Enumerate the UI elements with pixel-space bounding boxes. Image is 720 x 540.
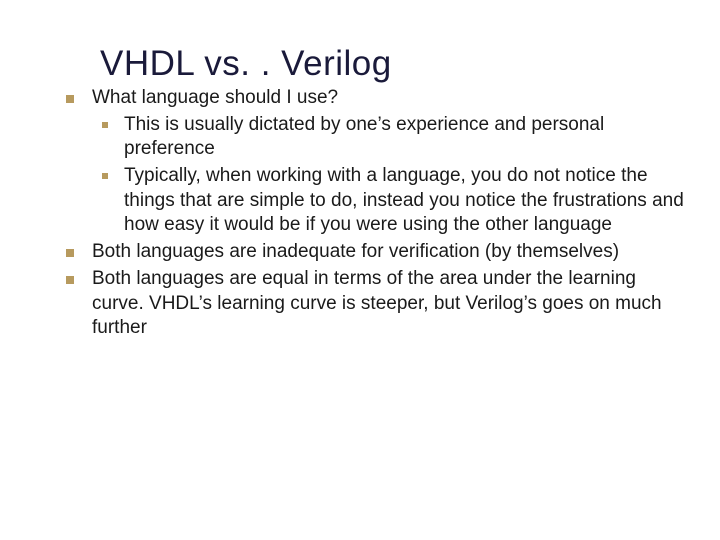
list-text: Typically, when working with a language,… [124,164,686,238]
list-text: Both languages are equal in terms of the… [92,267,686,341]
list-item: This is usually dictated by one’s experi… [102,113,686,162]
bullet-square-icon [66,276,74,284]
list-item: Both languages are inadequate for verifi… [66,240,686,265]
bullet-square-icon [102,173,108,179]
list-text: Both languages are inadequate for verifi… [92,240,619,265]
bullet-square-icon [66,95,74,103]
list-item: Both languages are equal in terms of the… [66,267,686,341]
list-text: What language should I use? [92,86,338,111]
slide-title: VHDL vs. . Verilog [100,44,392,84]
list-item: Typically, when working with a language,… [102,164,686,238]
bullet-square-icon [66,249,74,257]
slide: VHDL vs. . Verilog What language should … [0,0,720,540]
list-item: What language should I use? [66,86,686,111]
list-text: This is usually dictated by one’s experi… [124,113,686,162]
bullet-square-icon [102,122,108,128]
slide-content: What language should I use? This is usua… [66,86,686,343]
